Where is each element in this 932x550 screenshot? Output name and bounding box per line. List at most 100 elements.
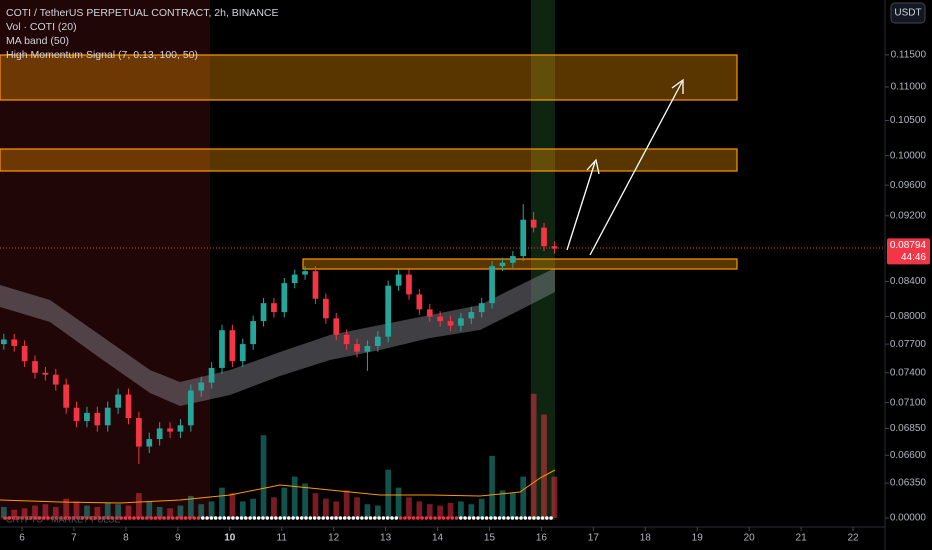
signal-dot <box>149 516 153 520</box>
signal-dot <box>256 516 261 520</box>
indicator-label: High Momentum Signal (7, 0.13, 100, 50) <box>6 49 198 61</box>
volume-bar <box>156 506 163 518</box>
y-tick-label: 0.07700 <box>890 339 927 350</box>
signal-dot <box>330 516 334 520</box>
volume-bar <box>177 505 184 518</box>
arrow <box>566 161 596 251</box>
volume-bar <box>11 509 18 518</box>
signal-dot <box>317 516 321 520</box>
candle-body <box>509 256 516 263</box>
signal-dot <box>33 516 37 520</box>
volume-bar <box>167 508 173 518</box>
currency-button[interactable] <box>890 2 926 24</box>
candle-body <box>11 339 18 346</box>
last-price-box <box>887 238 930 265</box>
arrow <box>589 81 683 256</box>
signal-dot <box>162 516 166 520</box>
signal-dot <box>295 516 300 520</box>
volume-bar <box>489 455 495 518</box>
volume-bar <box>364 504 371 518</box>
volume-bar <box>239 501 246 518</box>
candle-body <box>73 407 80 422</box>
candle-body <box>499 262 506 267</box>
volume-bar <box>291 476 298 518</box>
volume-bar <box>374 505 381 518</box>
signal-dot <box>532 516 536 520</box>
candle-body <box>146 439 153 447</box>
signal-dot <box>347 516 351 520</box>
x-tick-label: 20 <box>744 533 756 544</box>
candle-body <box>115 394 121 408</box>
y-tick-label: 0.08000 <box>890 311 927 322</box>
signal-dot <box>304 516 308 520</box>
signal-dot <box>368 516 373 520</box>
signal-dot <box>261 516 265 520</box>
signal-dot <box>424 516 429 520</box>
x-tick-label: 9 <box>175 533 181 544</box>
candle-body <box>437 316 443 322</box>
signal-dot <box>89 516 93 520</box>
candle-body <box>0 339 7 345</box>
candle-body <box>229 330 236 362</box>
candle-body <box>52 374 59 385</box>
candle-body <box>177 425 184 432</box>
signal-dot <box>106 516 110 520</box>
signal-dot <box>514 516 519 520</box>
x-tick-label: 16 <box>536 533 548 544</box>
x-tick-label: 8 <box>123 533 129 544</box>
candle-body <box>198 382 205 391</box>
signal-dot <box>407 516 412 520</box>
signal-dot <box>29 516 33 520</box>
signal-dot <box>269 516 274 520</box>
signal-dot <box>377 516 381 520</box>
y-tick-label: 0.06600 <box>890 450 927 461</box>
signal-dot <box>278 516 283 520</box>
signal-dot <box>93 516 98 520</box>
currency-button-label[interactable]: USDT <box>894 8 921 19</box>
volume-tick-label: 0.00000 <box>890 513 927 524</box>
signal-dot <box>231 516 235 520</box>
signal-dot <box>446 516 450 520</box>
signal-dot <box>110 516 115 520</box>
signal-dot <box>140 516 145 520</box>
volume-bar <box>146 501 153 518</box>
signal-dot <box>123 516 128 520</box>
signal-dot <box>476 516 480 520</box>
signal-dot <box>433 516 437 520</box>
signal-dot <box>523 516 528 520</box>
candle-body <box>354 344 360 352</box>
signal-dot <box>545 516 549 520</box>
signal-dot <box>428 516 433 520</box>
signal-dot <box>183 516 188 520</box>
candle-body <box>468 312 475 319</box>
y-tick-label: 0.11000 <box>891 82 927 93</box>
candle-body <box>156 428 163 440</box>
signal-dot <box>54 516 59 520</box>
support-zone <box>302 258 738 270</box>
volume-bar <box>530 393 537 518</box>
y-tick-label: 0.09200 <box>890 210 927 221</box>
volume-bar <box>426 504 433 518</box>
signal-dot <box>226 516 231 520</box>
signal-dot <box>351 516 356 520</box>
candle-body <box>364 345 371 352</box>
signal-dot <box>493 516 498 520</box>
signal-dot <box>50 516 55 520</box>
signal-dot <box>102 516 106 520</box>
signal-dot <box>549 516 553 520</box>
x-tick-label: 13 <box>380 533 392 544</box>
signal-dot <box>37 516 42 520</box>
resistance-zone <box>0 148 738 172</box>
volume-bar <box>229 493 236 518</box>
last-price-label: 0.08794 <box>890 240 927 251</box>
candle-body <box>312 271 319 299</box>
countdown-label: 44:46 <box>901 252 926 263</box>
signal-dot <box>467 516 472 520</box>
volume-bar <box>343 490 350 518</box>
chart-title: COTI / TetherUS PERPETUAL CONTRACT, 2h, … <box>6 7 278 19</box>
signal-dot <box>11 516 16 520</box>
candle-body <box>302 271 308 275</box>
candle-body <box>42 372 49 375</box>
signal-dot <box>80 516 85 520</box>
signal-dot <box>67 516 72 520</box>
